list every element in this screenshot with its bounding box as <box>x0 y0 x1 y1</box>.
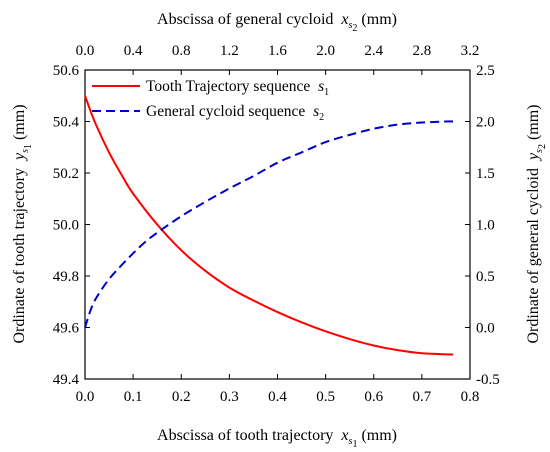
bottom-tick-label: 0.3 <box>220 389 239 405</box>
top-tick-label: 0.8 <box>172 43 191 59</box>
bottom-tick-label: 0.6 <box>364 389 383 405</box>
bottom-tick-label: 0.8 <box>461 389 480 405</box>
top-tick-label: 0.4 <box>124 43 143 59</box>
bottom-tick-label: 0.1 <box>124 389 143 405</box>
top-axis-title: Abscissa of general cycloid xs2(mm) <box>157 11 397 34</box>
ticks-layer: 0.0 0.1 0.2 0.3 0.4 0.5 0.6 0.7 0.8 0.0 0.4 0.8 1.2 1… <box>53 43 500 405</box>
right-tick-label: 2.0 <box>476 115 495 131</box>
bottom-axis-title: Abscissa of tooth trajectory xs1(mm) <box>157 427 397 450</box>
right-tick-label: 0.0 <box>476 321 495 337</box>
right-tick-label: -0.5 <box>476 372 500 388</box>
left-tick-label: 49.4 <box>53 372 80 388</box>
right-tick-label: 0.5 <box>476 269 495 285</box>
right-tick-label: 2.5 <box>476 63 495 79</box>
legend: Tooth Trajectory sequence s1 General cyc… <box>92 78 329 123</box>
left-tick-label: 50.2 <box>53 166 79 182</box>
bottom-tick-label: 0.7 <box>413 389 432 405</box>
left-tick-label: 50.4 <box>53 115 80 131</box>
bottom-tick-label: 0.5 <box>316 389 335 405</box>
right-tick-label: 1.5 <box>476 166 495 182</box>
top-tick-label: 2.4 <box>364 43 383 59</box>
top-tick-label: 0.0 <box>76 43 95 59</box>
top-tick-label: 1.6 <box>268 43 287 59</box>
bottom-tick-label: 0.2 <box>172 389 191 405</box>
left-tick-label: 50.6 <box>53 63 80 79</box>
series-line-1 <box>84 95 454 356</box>
legend-label-series-1: Tooth Trajectory sequence s1 <box>146 78 329 98</box>
bottom-tick-label: 0.4 <box>268 389 287 405</box>
top-tick-label: 3.2 <box>461 43 480 59</box>
bottom-tick-label: 0.0 <box>76 389 95 405</box>
series-line-2 <box>84 120 455 328</box>
left-tick-label: 50.0 <box>53 218 79 234</box>
left-tick-label: 49.6 <box>53 321 80 337</box>
right-tick-label: 1.0 <box>476 218 495 234</box>
right-axis-title: Ordinate of general cycloid ys2(mm) <box>525 104 548 343</box>
legend-label-series-2: General cycloid sequence s2 <box>146 103 324 123</box>
top-tick-label: 2.8 <box>413 43 432 59</box>
top-tick-label: 1.2 <box>220 43 239 59</box>
left-axis-title: Ordinate of tooth trajectory ys1(mm) <box>11 104 34 343</box>
top-tick-label: 2.0 <box>316 43 335 59</box>
left-tick-label: 49.8 <box>53 269 79 285</box>
series-layer <box>84 95 455 356</box>
